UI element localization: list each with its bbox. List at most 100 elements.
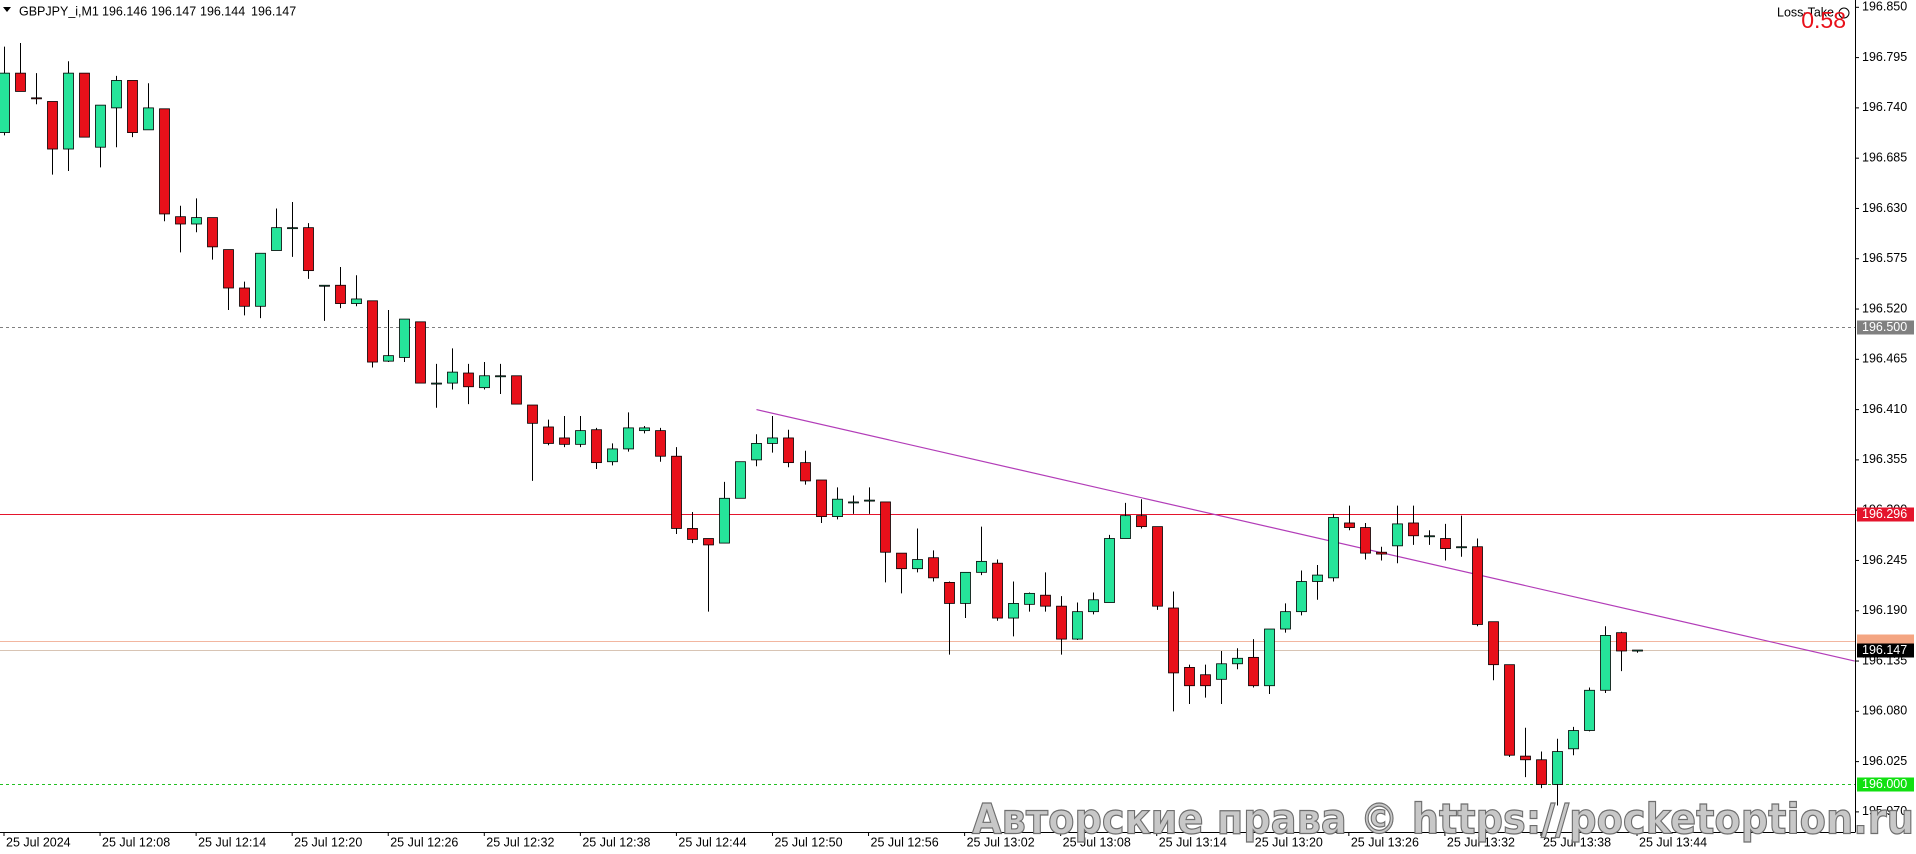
x-tick-label: 25 Jul 13:44	[1639, 835, 1707, 849]
candle-body	[1344, 522, 1355, 528]
candle-body	[1200, 674, 1211, 687]
candle-body	[1504, 664, 1515, 756]
candle-body	[880, 501, 891, 553]
candle-body	[0, 72, 10, 133]
indicator-label: Loss-Take	[1777, 5, 1834, 19]
candle-body	[623, 427, 634, 450]
candle-body	[239, 287, 250, 307]
y-tick-label: 195.970	[1862, 804, 1907, 818]
candle-body	[447, 371, 458, 384]
candle-body	[1552, 751, 1563, 785]
x-tick-label: 25 Jul 12:14	[198, 835, 266, 849]
candle-body	[495, 375, 506, 378]
indicator-icon[interactable]	[1838, 7, 1850, 19]
candle-body	[79, 72, 90, 138]
x-tick-label: 25 Jul 13:14	[1159, 835, 1227, 849]
candle-body	[1008, 603, 1019, 619]
candle-body	[1536, 759, 1547, 785]
candle-body	[1120, 515, 1131, 539]
candle-body	[928, 557, 939, 579]
candle-body	[896, 552, 907, 570]
candle-body	[1072, 611, 1083, 640]
price-level-box	[1857, 777, 1914, 792]
x-tick-label: 25 Jul 13:26	[1351, 835, 1419, 849]
candle-body	[1104, 538, 1115, 603]
x-tick-label: 25 Jul 13:08	[1063, 835, 1131, 849]
header-low: 196.144	[200, 4, 245, 18]
candle-body	[800, 462, 811, 482]
axes: 196.850 196.795 196.740 196.685 196.630 196.5…	[3, 0, 1914, 849]
x-tick-label: 25 Jul 12:44	[678, 835, 746, 849]
candle-body	[1424, 535, 1435, 538]
candle-body	[1616, 632, 1627, 652]
price-level-box	[1857, 507, 1914, 522]
y-tick-label: 196.630	[1862, 201, 1907, 215]
candle-body	[655, 430, 666, 457]
y-tick-label: 196.795	[1862, 50, 1907, 64]
candle-body	[1472, 546, 1483, 625]
header-high: 196.147	[151, 4, 196, 18]
candle-body	[255, 252, 266, 307]
candle-body	[175, 216, 186, 225]
candle-body	[511, 375, 522, 405]
y-tick-label: 196.245	[1862, 553, 1907, 567]
price-level-label: 196.147	[1862, 643, 1907, 657]
candle-body	[1248, 656, 1259, 687]
x-tick-label: 25 Jul 13:38	[1543, 835, 1611, 849]
candle-body	[303, 227, 314, 272]
header-open: 196.146	[102, 4, 147, 18]
trendline	[756, 409, 1855, 662]
x-tick-label: 25 Jul 2024	[6, 835, 71, 849]
candle-body	[783, 437, 794, 464]
candle-body	[1392, 523, 1403, 547]
candle-body	[1440, 538, 1451, 549]
candle-body	[591, 429, 602, 464]
candle-body	[1088, 599, 1099, 613]
y-tick-label: 196.850	[1862, 0, 1907, 14]
candle-body	[1520, 755, 1531, 761]
candle-body	[639, 427, 650, 432]
candle-body	[944, 582, 955, 604]
candle-body	[1168, 607, 1179, 674]
candle-body	[559, 437, 570, 445]
x-tick-label: 25 Jul 13:20	[1255, 835, 1323, 849]
candle-body	[1488, 621, 1499, 666]
candle-body	[767, 437, 778, 444]
x-tick-label: 25 Jul 12:56	[871, 835, 939, 849]
y-tick-label: 196.355	[1862, 452, 1907, 466]
candle-body	[1312, 574, 1323, 582]
plot	[0, 42, 1855, 806]
candle-body	[1216, 663, 1227, 680]
y-tick-label: 196.740	[1862, 100, 1907, 114]
candle-body	[687, 528, 698, 540]
candle-body	[735, 461, 746, 499]
x-tick-label: 25 Jul 12:20	[294, 835, 362, 849]
candle-body	[191, 217, 202, 225]
candle-body	[431, 382, 442, 385]
candle-body	[1040, 594, 1051, 607]
x-tick-label: 25 Jul 13:32	[1447, 835, 1515, 849]
candle-body	[832, 498, 843, 517]
menu-arrow[interactable]	[3, 7, 11, 12]
candle-body	[95, 104, 106, 148]
candle-body	[1280, 611, 1291, 630]
x-tick-label: 25 Jul 12:32	[486, 835, 554, 849]
candle-body	[992, 562, 1003, 619]
candle-body	[63, 72, 74, 150]
candle-body	[912, 559, 923, 570]
indicator-value: 0.58	[1801, 7, 1846, 33]
candle-body	[479, 375, 490, 389]
price-level-label: 196.000	[1862, 777, 1907, 791]
price-level-box	[1857, 320, 1914, 335]
x-tick-label: 25 Jul 12:50	[774, 835, 842, 849]
candle-body	[671, 455, 682, 529]
candle-body	[1456, 546, 1467, 549]
candle-body	[1376, 551, 1387, 555]
price-level-box	[1857, 643, 1914, 658]
candle-body	[1360, 527, 1371, 554]
y-tick-label: 196.410	[1862, 402, 1907, 416]
candle-body	[271, 227, 282, 251]
candle-body	[527, 404, 538, 424]
x-tick-label: 25 Jul 12:26	[390, 835, 458, 849]
